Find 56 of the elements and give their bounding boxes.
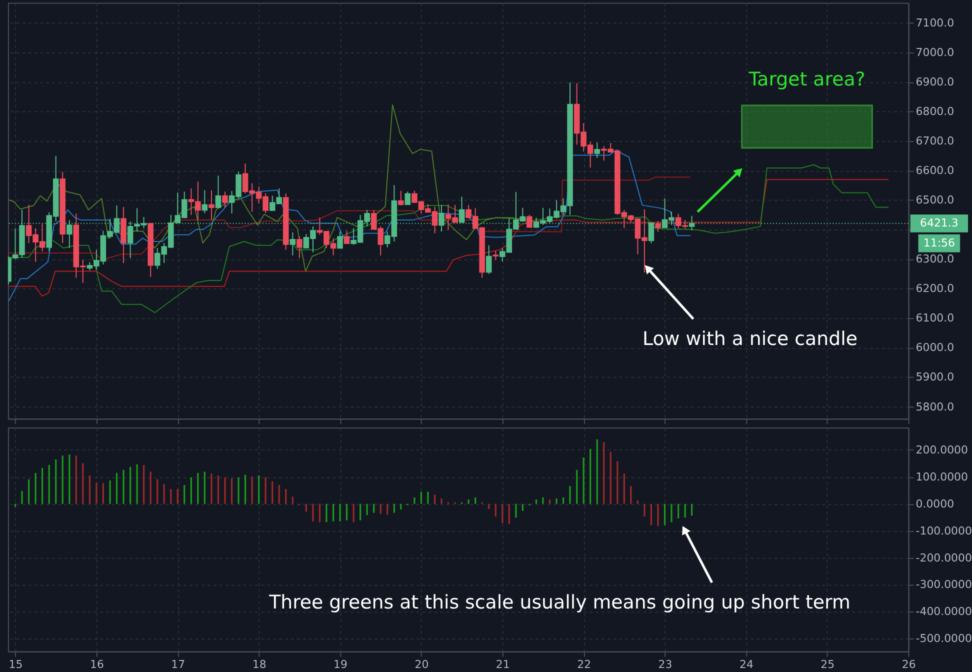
candlestick: [296, 236, 302, 259]
x-tick-label: 26: [902, 658, 916, 671]
y-tick-label: 6300.0: [916, 252, 954, 266]
candlestick: [337, 230, 343, 249]
x-tick-label: 16: [90, 658, 104, 671]
line-series: [8, 176, 691, 260]
y-tick-label: 6800.0: [916, 105, 954, 118]
candlestick: [222, 191, 228, 208]
x-tick-label: 20: [414, 658, 429, 671]
y-tick-label: 7000.0: [916, 46, 954, 60]
y-tick-label: 5800.0: [916, 400, 954, 414]
candlestick: [594, 142, 600, 158]
y-tick-label: -100.0000: [916, 524, 972, 538]
y-tick-label: 0.0000: [916, 497, 954, 510]
x-tick-label: 23: [658, 658, 672, 671]
x-tick-label: 18: [252, 658, 266, 671]
y-tick-label: 6200.0: [916, 282, 954, 296]
annotation: Target area?: [748, 68, 866, 91]
candlestick: [655, 220, 661, 232]
y-tick-label: 7100.0: [916, 16, 954, 30]
y-tick-label: 6600.0: [916, 164, 954, 178]
candlestick: [398, 190, 404, 206]
y-tick-label: 6500.0: [916, 194, 954, 207]
x-tick-label: 17: [171, 658, 186, 671]
candlestick: [290, 232, 296, 256]
x-tick-label: 25: [820, 658, 835, 671]
y-tick-label: 6000.0: [916, 341, 954, 354]
y-tick-label: 5900.0: [916, 370, 954, 384]
candlestick: [202, 190, 208, 214]
x-tick-label: 15: [8, 658, 23, 671]
line-series: [8, 150, 691, 302]
candlestick: [344, 230, 350, 244]
y-tick-label: 6900.0: [916, 76, 954, 89]
line-series: [8, 179, 890, 297]
y-tick-label: -200.0000: [916, 551, 972, 564]
x-tick-label: 21: [496, 658, 510, 671]
y-tick-label: -500.0000: [916, 632, 972, 646]
candlestick: [404, 191, 411, 206]
y-tick-label: -400.0000: [916, 605, 972, 618]
annotation: Three greens at this scale usually means going up short term: [268, 591, 850, 614]
y-tick-label: 6100.0: [916, 312, 954, 325]
y-tick-label: 100.0000: [916, 470, 968, 484]
x-tick-label: 22: [577, 658, 592, 671]
y-tick-label: -300.0000: [916, 578, 972, 592]
line-series: [8, 164, 890, 314]
y-tick-label: 200.0000: [916, 443, 968, 456]
x-tick-label: 19: [334, 658, 348, 671]
ref-line-label: 6421.3: [920, 216, 958, 230]
y-tick-label: 6700.0: [916, 134, 954, 148]
candlestick: [208, 190, 214, 220]
x-tick-label: 24: [739, 658, 754, 671]
annotation: Low with a nice candle: [642, 328, 858, 350]
text: 11:56: [923, 236, 955, 250]
candlestick: [486, 244, 492, 274]
candlestick: [215, 175, 222, 209]
candlestick: [526, 214, 532, 228]
